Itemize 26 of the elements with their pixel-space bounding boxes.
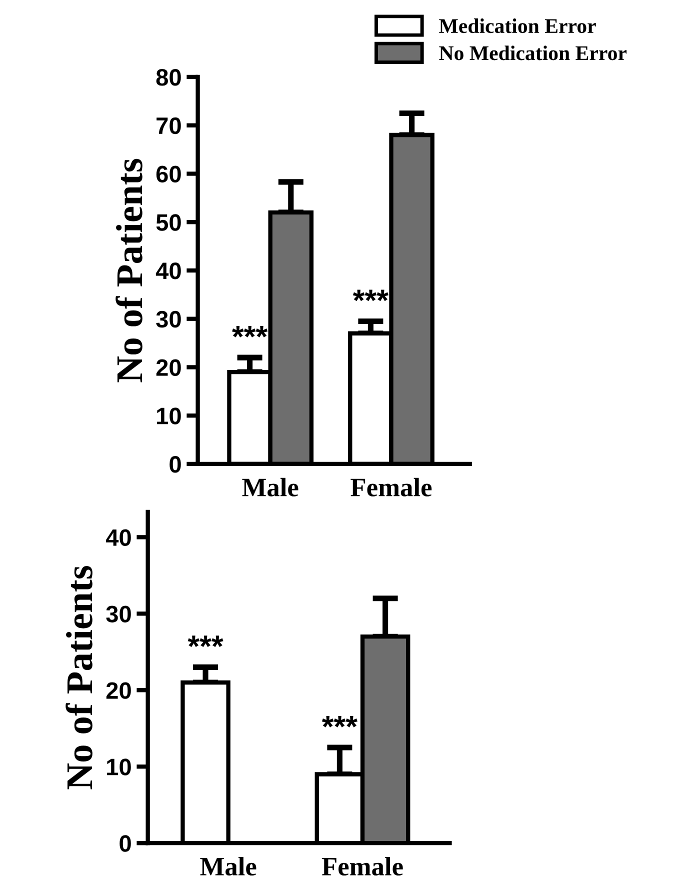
y-tick-label: 60 — [156, 166, 181, 183]
annotation: *** — [188, 636, 224, 648]
y-tick-label: 20 — [106, 682, 131, 699]
annotation: *** — [322, 716, 358, 728]
y-tick-label: 20 — [156, 359, 181, 376]
x-tick-label: Female — [350, 478, 432, 496]
y-tick-label: 10 — [157, 408, 181, 424]
y-tick-label: 30 — [156, 310, 181, 328]
x-tick-label: Female — [322, 856, 403, 876]
annotation: *** — [232, 326, 268, 338]
legend-label: No Medication Error — [439, 46, 627, 60]
y-axis-title: No of Patients — [66, 566, 92, 790]
y-tick-label: 50 — [156, 214, 181, 231]
legend-label: Medication Error — [439, 18, 596, 34]
y-tick-label: 80 — [156, 69, 181, 86]
y-tick-label: 0 — [120, 835, 131, 852]
y-tick-label: 40 — [156, 262, 181, 280]
y-tick-label: 0 — [170, 456, 181, 473]
annotation: *** — [352, 290, 388, 302]
y-tick-label: 10 — [107, 758, 131, 776]
y-tick-label: 70 — [156, 117, 181, 134]
x-tick-label: Male — [242, 478, 298, 496]
x-tick-label: Male — [200, 856, 256, 876]
y-tick-label: 40 — [106, 529, 131, 546]
y-tick-label: 30 — [106, 606, 131, 622]
y-axis-title: No of Patients — [116, 158, 142, 382]
